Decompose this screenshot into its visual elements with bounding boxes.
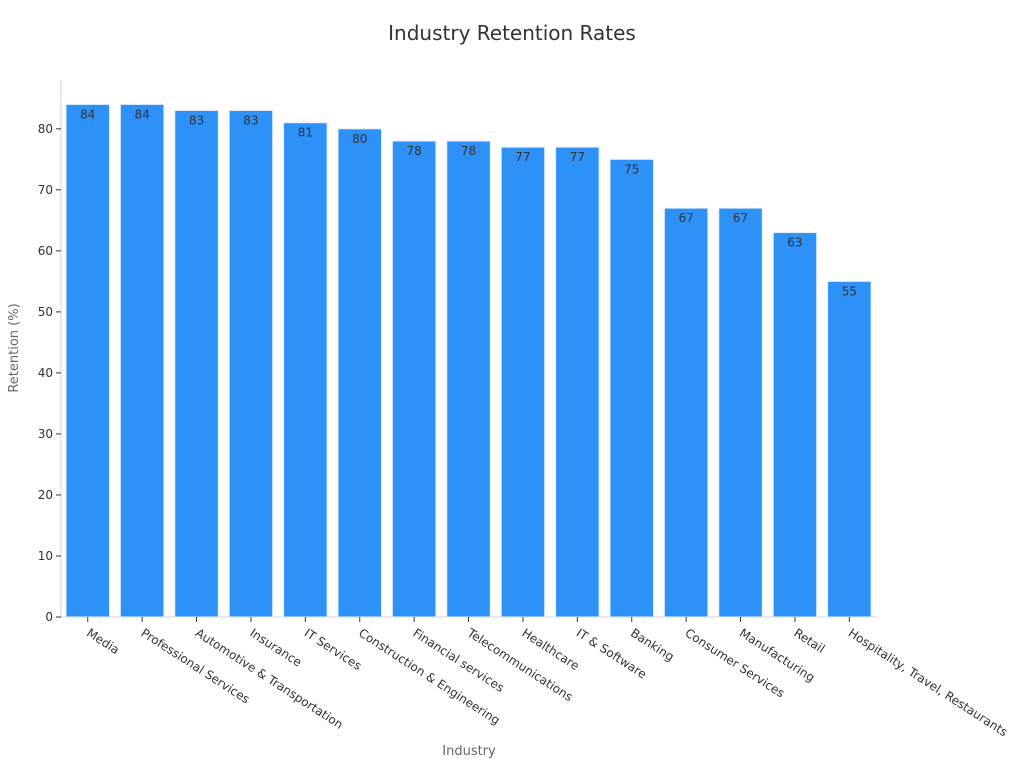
x-tick-label: Media: [84, 626, 122, 657]
bar-value-label: 84: [135, 107, 150, 121]
bar-value-label: 55: [842, 284, 857, 298]
bar-value-label: 77: [570, 150, 585, 164]
bar-value-label: 84: [80, 107, 95, 121]
y-tick-label: 70: [38, 183, 53, 197]
bar-value-label: 80: [352, 132, 367, 146]
bar: [718, 207, 763, 618]
bar-value-label: 78: [407, 144, 422, 158]
x-tick-label: Retail: [791, 626, 827, 656]
bar: [174, 110, 219, 618]
x-tick-label: Consumer Services: [683, 626, 788, 701]
x-tick-label: IT Services: [302, 626, 364, 673]
bar: [446, 140, 491, 618]
bar: [119, 103, 165, 618]
bar: [228, 110, 274, 618]
bar: [827, 280, 872, 618]
y-tick-label: 40: [38, 366, 53, 380]
bar: [391, 140, 437, 618]
bar: [500, 146, 546, 618]
y-tick-label: 10: [38, 549, 53, 563]
bar: [609, 158, 654, 618]
bar-value-label: 75: [624, 162, 639, 176]
bar-value-label: 77: [515, 150, 530, 164]
bar-value-label: 83: [189, 114, 204, 128]
y-tick-label: 0: [45, 610, 53, 624]
bar-value-label: 67: [733, 211, 748, 225]
x-tick-label: Hospitality, Travel, Restaurants: [846, 626, 1010, 740]
bar: [337, 128, 382, 618]
chart-title: Industry Retention Rates: [388, 21, 636, 45]
x-tick-label: Financial services: [411, 626, 507, 695]
bar-value-label: 81: [298, 126, 313, 140]
bar: [772, 232, 818, 618]
bar: [283, 122, 328, 618]
x-axis-label: Industry: [442, 744, 496, 759]
y-axis-label: Retention (%): [7, 303, 22, 392]
bar: [663, 207, 709, 618]
x-tick-label: Banking: [628, 626, 676, 664]
y-tick-label: 50: [38, 305, 53, 319]
y-tick-label: 60: [38, 244, 53, 258]
bar: [65, 103, 110, 618]
y-tick-label: 30: [38, 427, 53, 441]
y-tick-label: 80: [38, 122, 53, 136]
bar-value-label: 63: [787, 236, 802, 250]
bar: [555, 146, 600, 618]
bar-value-label: 67: [679, 211, 694, 225]
y-tick-label: 20: [38, 488, 53, 502]
bar-value-label: 78: [461, 144, 476, 158]
bar-value-label: 83: [243, 114, 258, 128]
